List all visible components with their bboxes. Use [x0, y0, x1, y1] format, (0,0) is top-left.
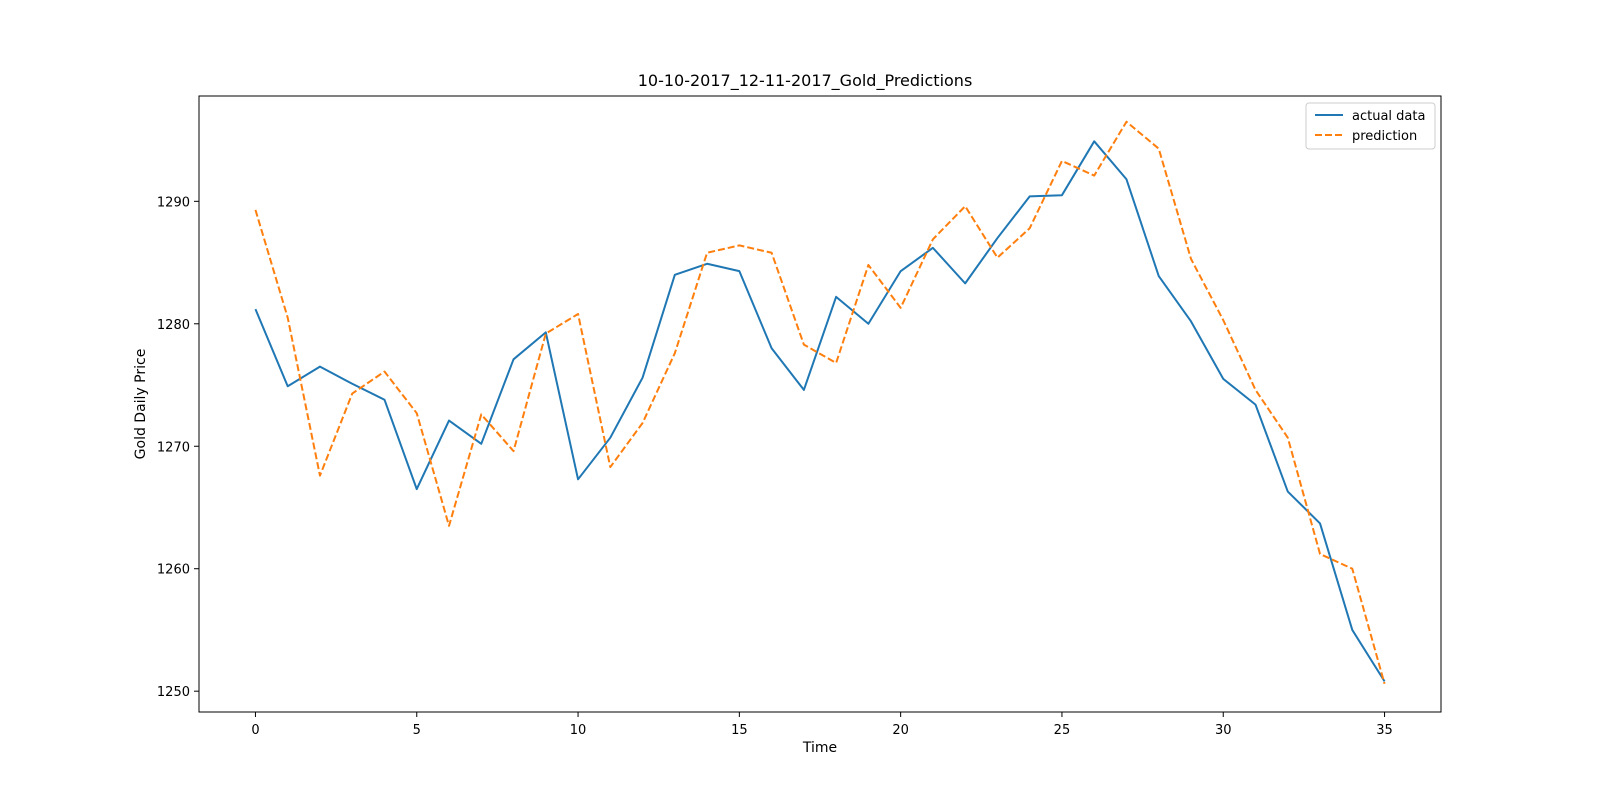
axes-frame — [198, 95, 1442, 713]
x-tick-label: 15 — [731, 723, 748, 738]
legend-label-prediction: prediction — [1352, 129, 1417, 144]
y-tick-label: 1260 — [157, 563, 190, 578]
y-tick-label: 1250 — [157, 685, 190, 700]
x-axis-label: Time — [802, 740, 837, 756]
series-line-prediction — [254, 120, 1386, 685]
y-tick-label: 1280 — [157, 318, 190, 333]
chart-title: 10-10-2017_12-11-2017_Gold_Predictions — [638, 71, 973, 91]
x-tick-label: 30 — [1215, 723, 1232, 738]
x-tick-label: 35 — [1376, 723, 1393, 738]
x-tick-label: 20 — [892, 723, 909, 738]
y-axis-label: Gold Daily Price — [133, 349, 149, 460]
series-layer — [254, 120, 1386, 685]
x-tick-label: 5 — [413, 723, 421, 738]
y-tick-label: 1290 — [157, 195, 190, 210]
series-line-actual-data — [254, 140, 1386, 682]
plot-area: 0 5 10 15 20 25 30 35 1250 1260 1270 1280 1290 — [157, 95, 1442, 738]
x-tick-label: 0 — [251, 723, 259, 738]
x-tick-label: 25 — [1054, 723, 1071, 738]
y-axis: 1250 1260 1270 1280 1290 — [157, 195, 199, 700]
x-axis: 0 5 10 15 20 25 30 35 — [251, 712, 1393, 738]
legend-label-actual-data: actual data — [1352, 109, 1425, 124]
legend: actual data prediction — [1305, 102, 1436, 150]
y-tick-label: 1270 — [157, 440, 190, 455]
x-tick-label: 10 — [570, 723, 587, 738]
